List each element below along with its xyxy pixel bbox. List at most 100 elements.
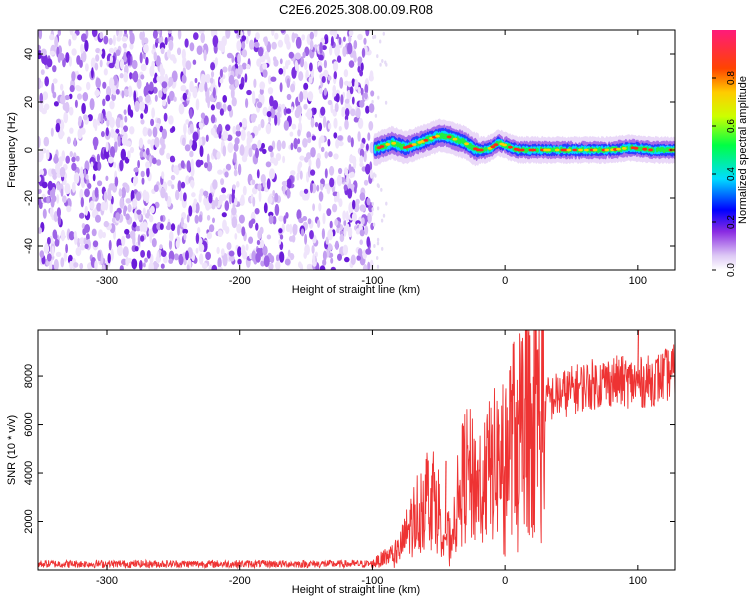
noise-blob (347, 42, 353, 55)
noise-blob (268, 215, 274, 225)
noise-blob (248, 134, 253, 143)
noise-blob (69, 30, 74, 36)
noise-blob (329, 220, 333, 229)
noise-blob (95, 214, 101, 223)
noise-blob (281, 103, 286, 110)
noise-blob (257, 183, 262, 192)
noise-blob (272, 190, 276, 196)
noise-blob (108, 183, 115, 191)
noise-blob (166, 49, 171, 59)
noise-blob (321, 228, 325, 240)
noise-blob (123, 207, 127, 217)
noise-blob (256, 239, 261, 246)
noise-blob (246, 89, 252, 96)
noise-blob (347, 135, 352, 143)
noise-blob (241, 49, 248, 58)
noise-blob (99, 59, 103, 68)
signal-core (490, 145, 496, 149)
noise-blob (84, 224, 90, 233)
noise-blob (44, 76, 49, 87)
noise-blob (125, 213, 130, 221)
signal-blob (536, 147, 539, 153)
noise-blob (365, 143, 369, 151)
noise-blob (159, 244, 163, 250)
noise-blob (140, 170, 145, 178)
noise-blob (244, 73, 248, 83)
noise-blob (207, 96, 211, 109)
noise-blob (269, 168, 275, 180)
noise-blob (193, 32, 199, 40)
noise-blob (109, 116, 115, 129)
snr-series-line (38, 330, 675, 570)
noise-blob (290, 106, 294, 113)
noise-blob (203, 115, 209, 126)
noise-blob (310, 169, 316, 176)
noise-blob (166, 152, 171, 160)
noise-blob (77, 74, 83, 81)
noise-blob (147, 128, 152, 137)
noise-blob (39, 169, 44, 176)
noise-blob (189, 123, 194, 134)
noise-blob (345, 223, 350, 232)
noise-blob (376, 237, 380, 242)
noise-blob (140, 63, 147, 72)
noise-blob (367, 213, 372, 222)
noise-blob (236, 40, 242, 52)
noise-blob (163, 255, 168, 264)
noise-blob (182, 92, 187, 101)
noise-blob (185, 250, 189, 261)
noise-blob (299, 190, 304, 197)
noise-blob (319, 41, 323, 54)
noise-blob (270, 150, 274, 159)
noise-blob (103, 35, 109, 45)
noise-blob (302, 89, 308, 100)
noise-blob (255, 32, 260, 41)
noise-blob (116, 30, 119, 37)
noise-blob (136, 209, 142, 215)
noise-blob (49, 34, 55, 41)
noise-blob (233, 169, 238, 177)
noise-blob (73, 172, 80, 185)
noise-blob (281, 140, 286, 150)
noise-blob (348, 30, 354, 37)
noise-blob (259, 226, 264, 235)
noise-blob (175, 239, 180, 249)
noise-blob (282, 183, 286, 195)
noise-blob (210, 199, 216, 210)
noise-blob (222, 219, 227, 231)
noise-blob (306, 152, 312, 160)
noise-blob (322, 259, 327, 266)
noise-blob (275, 112, 281, 119)
noise-blob (206, 214, 211, 221)
noise-blob (318, 122, 323, 132)
noise-blob (158, 90, 163, 99)
noise-blob (179, 190, 183, 202)
noise-blob (175, 189, 180, 201)
noise-blob (135, 225, 141, 232)
noise-blob (307, 91, 314, 102)
noise-blob (310, 147, 316, 158)
noise-blob (364, 225, 369, 236)
noise-blob (84, 243, 89, 250)
noise-blob (146, 209, 150, 217)
noise-blob (52, 78, 58, 84)
noise-blob (359, 100, 365, 108)
x-tick-label: 100 (629, 275, 647, 287)
noise-blob (100, 201, 107, 212)
noise-blob (79, 237, 85, 245)
noise-blob (354, 79, 359, 90)
x-tick-label: -200 (229, 275, 251, 287)
noise-blob (117, 135, 121, 148)
noise-blob (85, 63, 89, 72)
noise-blob (371, 201, 374, 206)
noise-blob (237, 246, 242, 258)
noise-blob (353, 116, 359, 123)
noise-blob (108, 47, 115, 54)
noise-blob (153, 51, 158, 61)
noise-blob (216, 246, 220, 255)
noise-blob (204, 81, 208, 93)
noise-blob (283, 106, 287, 116)
noise-blob (100, 112, 104, 125)
noise-blob (84, 188, 90, 198)
noise-blob (38, 136, 41, 148)
